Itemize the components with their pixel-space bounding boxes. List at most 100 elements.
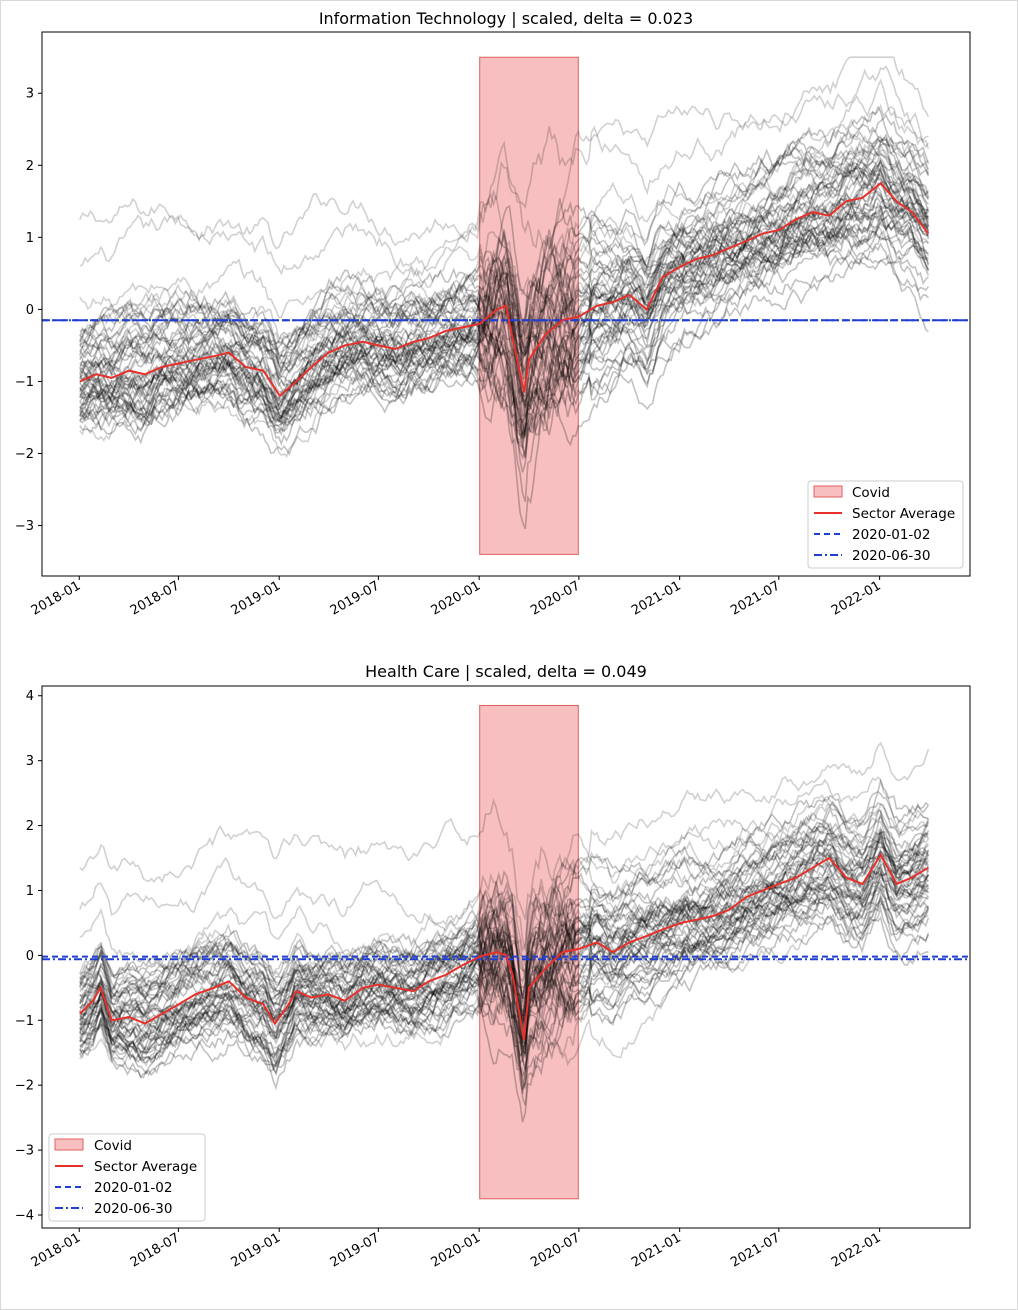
stock-line [79,795,929,1007]
stock-line [79,165,929,441]
stock-line [79,892,930,1079]
sector-average-line [79,852,929,1040]
stock-line [79,158,930,439]
stock-line [79,199,930,503]
x-tick-label: 2020-01 [429,1230,484,1270]
stock-line [79,205,929,407]
x-tick-label: 2019-07 [328,578,383,618]
plot-area [42,704,970,1200]
axes-frame [41,31,971,577]
stock-line [79,187,930,418]
y-axis: −4 −3 −2 −1 0 1 2 3 4 [15,689,42,1224]
legend-box [807,480,964,569]
y-tick-label: −3 [15,1144,34,1159]
stock-line [79,144,930,397]
stock-line [79,221,929,460]
legend-dashed-label: 2020-01-02 [94,1180,172,1196]
stock-line [79,872,929,1068]
stock-line [79,190,929,450]
x-tick-label: 2019-01 [229,1230,284,1270]
y-tick-label: −2 [15,447,34,462]
stock-line [79,863,929,1078]
x-tick-label: 2018-01 [29,1230,84,1270]
stock-line [79,834,929,1058]
axes-frame [41,685,971,1229]
stock-line [79,184,930,427]
legend-average-label: Sector Average [94,1159,197,1175]
stock-line [79,123,930,432]
stock-line [79,866,930,1025]
stock-line [79,151,930,365]
stock-line [79,831,929,1046]
stock-line [79,849,930,1046]
y-tick-label: −1 [15,1014,34,1029]
stock-line [79,160,930,436]
x-tick-label: 2022-01 [829,1230,884,1270]
y-tick-label: 3 [26,87,34,102]
y-tick-label: 2 [26,159,34,174]
stock-line [79,872,929,1061]
x-tick-label: 2020-07 [528,578,583,618]
stock-line [79,215,930,400]
y-tick-label: 2 [26,819,34,834]
stock-line [79,828,930,1091]
stock-line [79,806,930,1035]
stock-line [79,156,930,423]
stock-line [79,810,930,1032]
stock-line [79,242,929,530]
legend-covid-swatch [813,485,843,498]
plot-area [42,56,970,555]
stock-line [79,105,930,362]
stock-line [79,195,929,439]
stock-line [79,140,930,432]
stock-line [79,741,930,920]
stock-line [79,867,930,1089]
stock-line [79,893,930,1052]
legend-covid-label: Covid [852,485,890,501]
stock-line [79,215,930,437]
stock-line [79,198,929,459]
x-tick-label: 2019-07 [328,1230,383,1270]
legend-box [48,1133,206,1222]
stock-line [79,846,930,1034]
stock-line [79,802,929,1091]
stock-line [79,832,930,1071]
stock-line [79,802,929,1001]
y-tick-label: −1 [15,375,34,390]
stock-line [79,897,929,1059]
stock-line [79,133,929,372]
x-tick-label: 2022-01 [829,578,884,618]
y-axis: −3 −2 −1 0 1 2 3 [15,87,42,534]
stock-line [79,899,929,1080]
stock-line [79,167,930,410]
x-tick-label: 2021-01 [629,578,684,618]
stock-line [79,854,930,1034]
stock-line [79,836,930,1071]
stock-line [79,861,930,1123]
stock-line [79,874,930,1026]
stock-line [79,164,930,407]
x-tick-label: 2018-07 [128,1230,183,1270]
y-tick-label: 4 [26,689,34,704]
y-tick-label: 3 [26,754,34,769]
y-tick-label: −4 [15,1209,34,1224]
stock-line [79,861,930,1051]
stock-line [79,821,930,1046]
x-tick-label: 2020-07 [528,1230,583,1270]
stock-line [79,886,930,1038]
x-tick-label: 2018-07 [128,578,183,618]
stock-line [79,181,929,381]
stock-line [79,223,930,446]
legend-covid-label: Covid [94,1138,132,1154]
x-tick-label: 2018-01 [29,578,84,618]
stock-line [79,776,930,980]
covid-span [479,56,579,555]
chart-title: Information Technology | scaled, delta =… [319,9,693,28]
stock-line [79,201,930,400]
x-axis: 2018-01 2018-07 2019-01 2019-07 2020-01 2020-… [29,576,884,619]
x-tick-label: 2021-07 [728,578,783,618]
x-tick-label: 2021-07 [728,1230,783,1270]
stock-line [79,851,929,1054]
stock-line [79,857,930,1054]
stock-line [79,814,929,1058]
